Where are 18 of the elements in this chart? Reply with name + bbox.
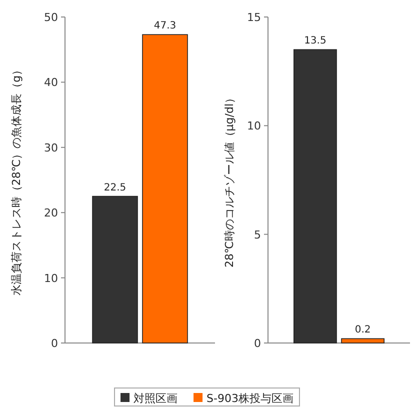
y-axis-title: 水温負荷ストレス時（28℃）の魚体成長（g） xyxy=(10,64,23,296)
y-tick-label: 50 xyxy=(44,11,58,24)
legend-label: S-903株投与区画 xyxy=(206,392,294,405)
y-tick-label: 5 xyxy=(254,228,261,242)
y-tick-label: 0 xyxy=(254,337,261,350)
data-label: 47.3 xyxy=(154,20,176,32)
data-label: 0.2 xyxy=(354,324,371,336)
y-tick-label: 0 xyxy=(51,337,58,350)
data-label: 13.5 xyxy=(304,36,326,47)
y-tick-label: 20 xyxy=(44,206,58,220)
y-tick-label: 10 xyxy=(44,272,58,285)
y-tick-label: 40 xyxy=(44,76,58,90)
y-tick-label: 15 xyxy=(247,11,261,24)
y-tick-label: 30 xyxy=(44,141,58,154)
data-label: 22.5 xyxy=(104,182,126,194)
y-axis-title: 28℃時のコルチゾール値（μg/dl） xyxy=(223,92,236,268)
legend-label: 対照区画 xyxy=(134,392,178,405)
y-tick-label: 10 xyxy=(247,120,261,133)
